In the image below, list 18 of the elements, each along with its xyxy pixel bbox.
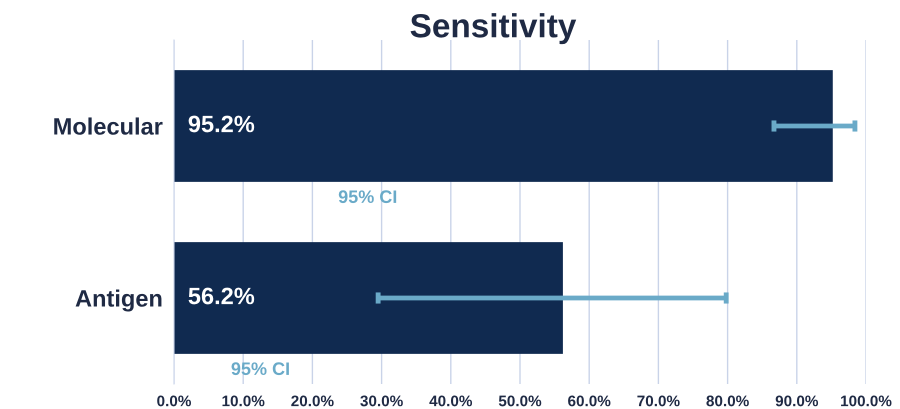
x-tick-label: 0.0% (157, 396, 192, 406)
x-tick-label: 10.0% (222, 396, 264, 406)
x-tick-label: 80.0% (706, 396, 749, 406)
x-tick-label: 90.0% (776, 396, 818, 406)
data-label: 95.2% (188, 116, 254, 132)
x-tick-label: 20.0% (291, 396, 334, 406)
chart-title: Sensitivity (410, 13, 576, 44)
x-tick-label: 50.0% (498, 396, 542, 406)
x-tick-label: 30.0% (360, 396, 403, 406)
x-tick-label: 40.0% (429, 396, 472, 406)
annotation: 95% CI (232, 362, 289, 376)
x-tick-label: 100.0% (841, 396, 892, 406)
y-tick-label: Molecular (54, 117, 163, 135)
annotation: 95% CI (338, 190, 396, 204)
x-tick-label: 60.0% (568, 396, 610, 406)
y-tick-label: Antigen (76, 289, 162, 312)
data-label: 56.2% (188, 288, 254, 304)
x-tick-label: 70.0% (637, 396, 680, 406)
